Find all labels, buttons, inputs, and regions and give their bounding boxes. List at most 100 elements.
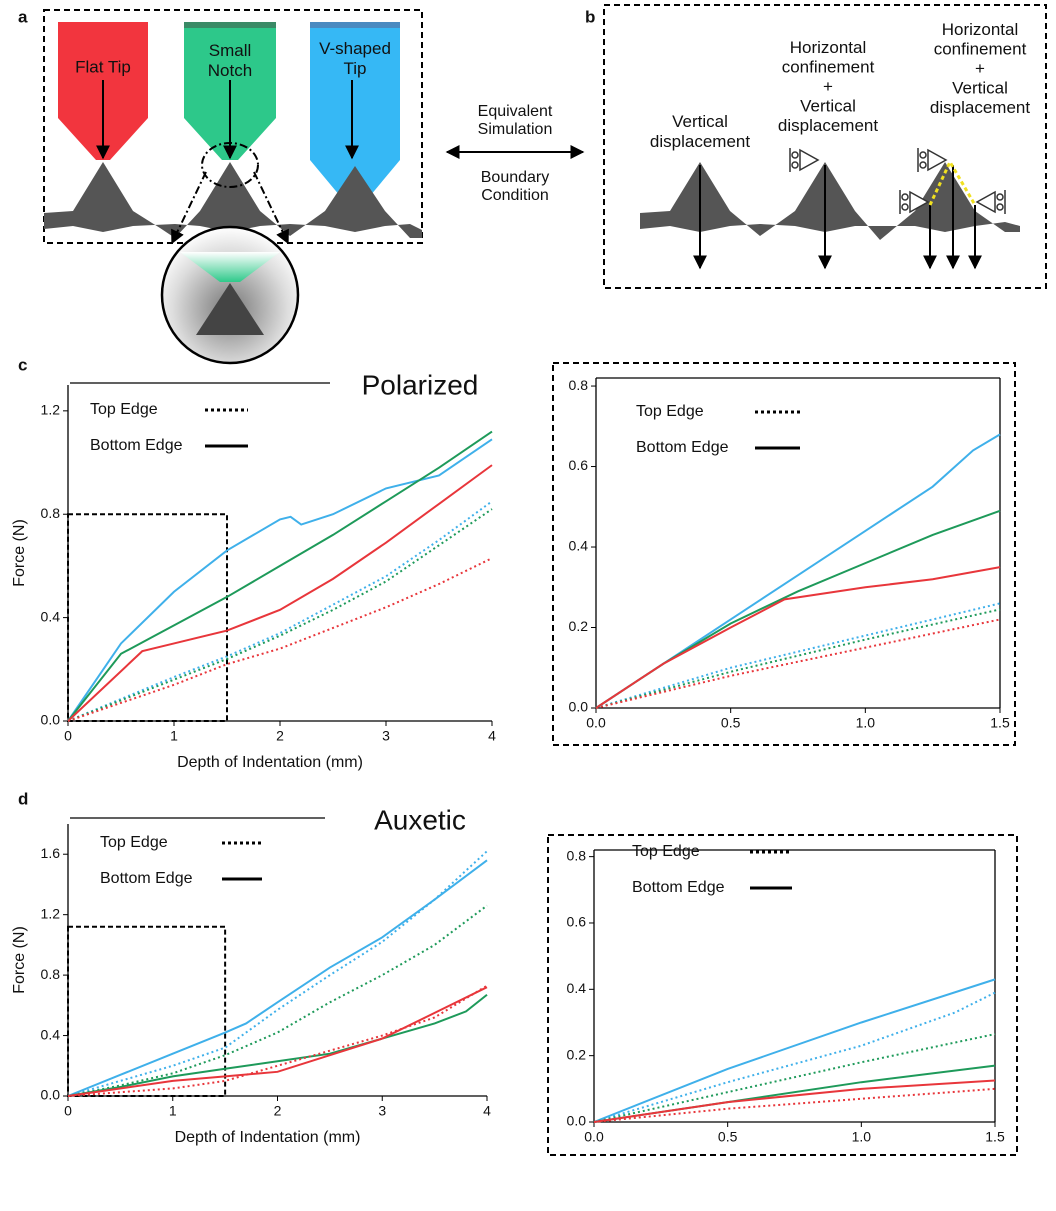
y-axis-label: Force (N) [11, 926, 28, 994]
x-axis-label: Depth of Indentation (mm) [177, 754, 363, 771]
x-tick-label: 1.0 [852, 1129, 872, 1145]
y-tick-label: 0.0 [569, 699, 589, 715]
condition-label: Vertical displacement [650, 113, 750, 152]
x-tick-label: 1 [169, 1103, 177, 1119]
tip-label: Small Notch [208, 42, 252, 81]
data-line [67, 986, 488, 1097]
x-tick-label: 1.5 [985, 1129, 1005, 1145]
panel-frame [603, 4, 1047, 289]
y-tick-label: 0.2 [567, 1046, 587, 1062]
inset-frame [67, 513, 228, 722]
notch-detail [180, 252, 280, 282]
data-line [67, 508, 493, 722]
x-tick-label: 0 [64, 1103, 72, 1119]
zoom-mark [201, 142, 259, 188]
panel-label: c [18, 355, 27, 374]
data-line [67, 850, 488, 1097]
y-tick-label: 0.6 [569, 457, 589, 473]
panel-label: b [585, 7, 595, 26]
x-tick-label: 2 [276, 728, 284, 744]
data-line [593, 1079, 996, 1123]
inset-frame [67, 925, 227, 1097]
legend-label: Bottom Edge [100, 870, 193, 887]
panel-label: d [18, 789, 28, 808]
y-axis-label: Force (N) [11, 519, 28, 587]
y-tick-label: 0.8 [569, 377, 589, 393]
legend-label: Bottom Edge [632, 879, 725, 896]
y-tick-label: 0.0 [41, 1087, 61, 1103]
x-tick-label: 1.0 [856, 715, 876, 731]
data-line [67, 993, 488, 1097]
legend-label: Top Edge [90, 401, 158, 418]
tip-band [184, 22, 276, 28]
y-tick-label: 0.8 [41, 966, 61, 982]
x-axis-label: Depth of Indentation (mm) [175, 1129, 361, 1146]
zoom-line [253, 171, 289, 245]
x-tick-label: 2 [274, 1103, 282, 1119]
data-line [67, 438, 493, 722]
chart-title: Auxetic [374, 804, 466, 835]
y-tick-label: 0.6 [567, 914, 587, 930]
y-tick-label: 0.4 [569, 538, 589, 554]
tip-label: Flat Tip [75, 57, 131, 76]
x-tick-label: 4 [488, 728, 496, 744]
v-tip [310, 22, 400, 196]
condition-label: Horizontal confinement + Vertical displaceme… [930, 20, 1030, 117]
data-line [595, 433, 1001, 709]
x-tick-label: 1 [170, 728, 178, 744]
data-line [593, 991, 996, 1123]
data-line [67, 430, 493, 722]
y-tick-label: 1.2 [41, 905, 61, 921]
data-line [595, 602, 1001, 709]
y-tick-label: 0.0 [41, 712, 61, 728]
tip-label: V-shaped Tip [319, 40, 391, 79]
x-tick-label: 0.5 [721, 715, 741, 731]
panel-label: a [18, 7, 28, 26]
legend-label: Top Edge [100, 834, 168, 851]
x-tick-label: 3 [378, 1103, 386, 1119]
y-tick-label: 0.4 [41, 608, 61, 624]
data-line [595, 509, 1001, 709]
data-line [67, 904, 488, 1097]
x-tick-label: 0.0 [586, 715, 606, 731]
data-line [593, 1087, 996, 1123]
data-line [593, 978, 996, 1123]
tip-band [310, 22, 400, 28]
data-line [595, 618, 1001, 709]
data-line [67, 500, 493, 722]
x-tick-label: 0.0 [584, 1129, 604, 1145]
edge-highlight [928, 158, 977, 206]
peak-detail [196, 283, 264, 335]
zoom-frame [552, 362, 1016, 746]
legend-label: Bottom Edge [636, 439, 729, 456]
data-line [595, 566, 1001, 709]
y-tick-label: 0.0 [567, 1113, 587, 1129]
legend-label: Top Edge [636, 403, 704, 420]
x-tick-label: 3 [382, 728, 390, 744]
condition-label: Horizontal confinement + Vertical displaceme… [778, 38, 878, 135]
beam [44, 162, 422, 238]
supports [789, 148, 1006, 214]
data-line [67, 859, 488, 1097]
y-tick-label: 0.4 [41, 1026, 61, 1042]
x-tick-label: 0 [64, 728, 72, 744]
data-line [595, 608, 1001, 709]
beam [640, 162, 1020, 240]
y-tick-label: 1.6 [41, 845, 61, 861]
data-line [593, 1033, 996, 1123]
legend-label: Top Edge [632, 843, 700, 860]
y-tick-label: 0.2 [569, 618, 589, 634]
y-tick-label: 0.4 [567, 980, 587, 996]
x-tick-label: 0.5 [718, 1129, 738, 1145]
x-tick-label: 1.5 [990, 715, 1010, 731]
zoom-frame [547, 834, 1018, 1156]
link-label: Boundary Condition [481, 169, 550, 204]
chart-title: Polarized [362, 369, 479, 400]
x-tick-label: 4 [483, 1103, 491, 1119]
data-line [67, 557, 493, 722]
data-line [67, 464, 493, 722]
y-tick-label: 0.8 [567, 847, 587, 863]
legend-label: Bottom Edge [90, 437, 183, 454]
zoom-line [171, 171, 207, 245]
